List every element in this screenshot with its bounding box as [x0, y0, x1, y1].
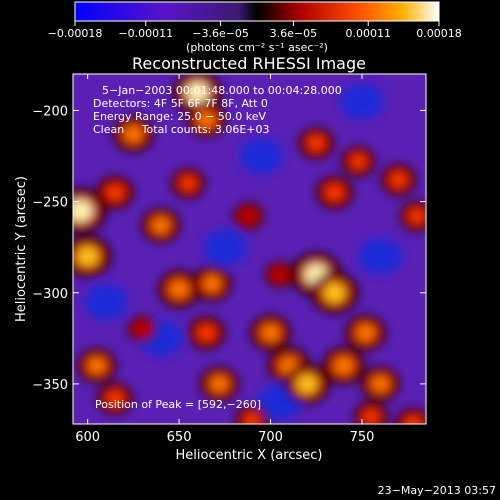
chart-title: Reconstructed RHESSI Image [132, 54, 366, 73]
source-core [371, 376, 389, 392]
source-core [351, 154, 366, 169]
peak-position-label: Position of Peak = [592,−260] [95, 398, 261, 411]
source-core [391, 172, 407, 187]
x-tick-label: 600 [75, 430, 100, 445]
heatmap-image [73, 74, 426, 424]
negative-source-blob [339, 83, 384, 120]
source-core [210, 376, 228, 392]
x-tick-label: 650 [167, 430, 192, 445]
source-core [245, 413, 260, 424]
colorbar-tick-label: −0.00011 [118, 27, 173, 40]
source-core [203, 275, 221, 292]
x-tick-label: 750 [350, 430, 375, 445]
y-tick-label: −300 [32, 287, 68, 302]
source-core [73, 199, 93, 222]
source-core [107, 185, 124, 200]
source-core [273, 269, 286, 280]
y-axis-label: Heliocentric Y (arcsec) [14, 176, 29, 322]
y-tick-label: −200 [32, 104, 68, 119]
y-tick-label: −350 [32, 378, 68, 393]
negative-source-blob [83, 283, 128, 320]
source-core [198, 111, 215, 128]
source-core [152, 217, 170, 234]
source-core [364, 410, 379, 424]
source-core [296, 374, 318, 394]
source-core [76, 246, 99, 267]
x-tick-label: 700 [258, 430, 283, 445]
source-core [181, 176, 196, 190]
colorbar-tick-label: −3.6e−05 [192, 27, 249, 40]
source-core [186, 82, 209, 103]
negative-source-blob [358, 238, 403, 275]
source-core [242, 210, 255, 222]
annotation-energy: Energy Range: 25.0 − 50.0 keV [93, 110, 267, 123]
negative-source-blob [239, 138, 284, 175]
source-core [405, 417, 421, 424]
timestamp: 23−May−2013 03:57 [378, 484, 496, 497]
annotation-time: 5−Jan−2003 00:01:48.000 to 00:04:28.000 [102, 84, 342, 97]
source-core [88, 357, 106, 374]
x-axis-label: Heliocentric X (arcsec) [176, 448, 323, 463]
source-core [323, 282, 346, 303]
source-core [198, 325, 215, 341]
plot-frame [72, 73, 427, 425]
source-core [107, 391, 123, 406]
annotation-clean: Clean Total counts: 3.06E+03 [93, 123, 270, 136]
source-core [261, 324, 280, 342]
colorbar [74, 1, 440, 22]
colorbar-unit-label: (photons cm⁻² s⁻¹ asec⁻²) [186, 41, 328, 54]
source-core [308, 136, 324, 151]
negative-source-blob [202, 229, 247, 266]
annotation-detectors: Detectors: 4F 5F 6F 7F 8F, Att 0 [93, 97, 268, 110]
source-core [326, 185, 343, 200]
colorbar-tick-label: 3.6e−05 [270, 27, 317, 40]
colorbar-tick-label: −0.00018 [48, 27, 103, 40]
source-core [356, 324, 375, 342]
colorbar-tick-label: 0.00018 [416, 27, 462, 40]
source-core [124, 125, 143, 143]
colorbar-tick-label: 0.00011 [345, 27, 391, 40]
source-core [136, 323, 149, 335]
source-core [409, 209, 424, 223]
source-core [334, 357, 353, 375]
source-core [169, 280, 189, 298]
y-tick-label: −250 [32, 196, 68, 211]
